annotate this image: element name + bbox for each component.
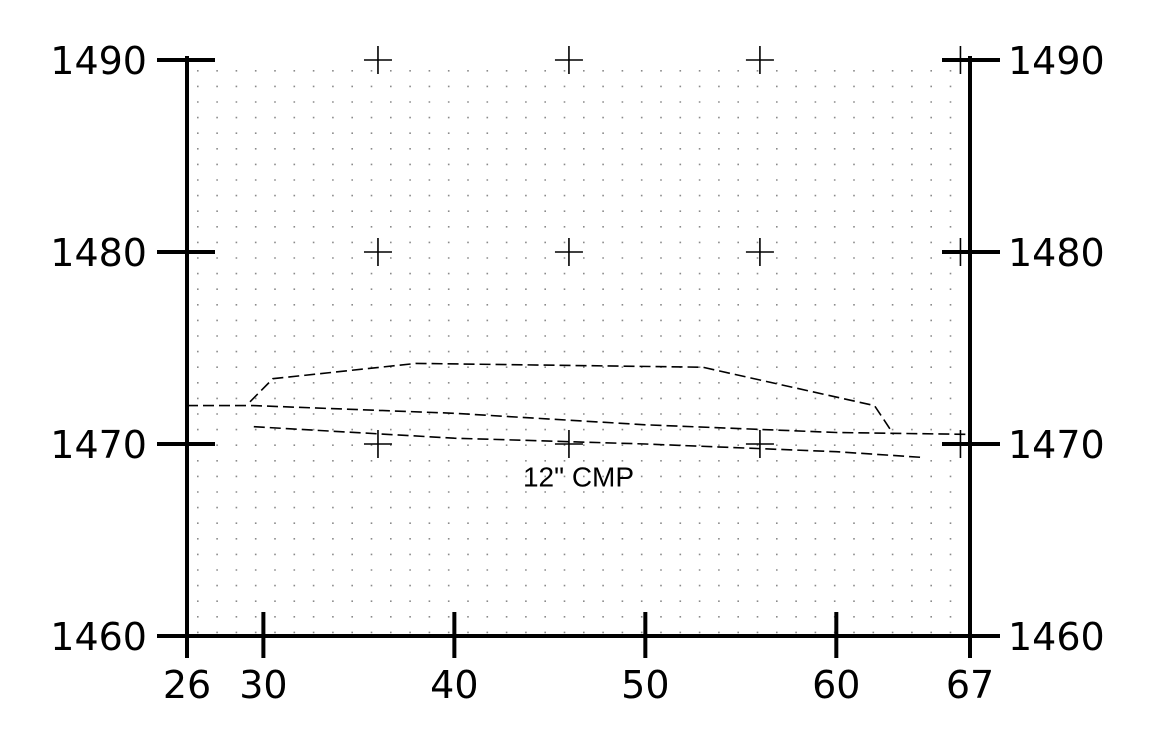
y-tick-label-left: 1470	[50, 423, 147, 467]
profile-lines	[187, 362, 971, 459]
tick-labels: 1460 1460 1470 1470 1480 1480 1490 1490 26 30 40 50…	[50, 39, 1104, 707]
plot-frame	[157, 56, 1000, 658]
dot-grid	[197, 70, 971, 634]
y-tick-label-right: 1490	[1008, 39, 1105, 83]
cross-mark	[554, 430, 583, 458]
y-tick-label-right: 1470	[1008, 423, 1105, 467]
cross-mark	[745, 238, 774, 266]
series-line	[253, 425, 923, 459]
cross-mark	[363, 46, 392, 74]
cross-mark	[745, 46, 774, 74]
pipe-label: 12" CMP	[523, 462, 634, 493]
y-tick-label-right: 1460	[1008, 615, 1105, 659]
cross-mark	[946, 238, 975, 266]
x-tick-label: 67	[946, 663, 994, 707]
cross-mark	[554, 238, 583, 266]
y-tick-label-left: 1490	[50, 39, 147, 83]
cross-mark	[363, 430, 392, 458]
x-tick-label: 60	[812, 663, 860, 707]
y-tick-label-left: 1480	[50, 231, 147, 275]
cross-mark	[363, 238, 392, 266]
cross-mark	[554, 46, 583, 74]
y-tick-label-left: 1460	[50, 615, 147, 659]
y-tick-label-right: 1480	[1008, 231, 1105, 275]
x-tick-label: 50	[621, 663, 669, 707]
cross-mark	[745, 430, 774, 458]
series-line	[249, 362, 895, 435]
grid-dots	[197, 70, 971, 634]
x-tick-label: 26	[163, 663, 211, 707]
cross-mark	[946, 46, 975, 74]
annotations: 12" CMP	[523, 462, 634, 493]
series-line	[187, 404, 971, 436]
x-tick-label: 40	[430, 663, 478, 707]
grid-cross-marks	[363, 46, 975, 458]
x-tick-label: 30	[239, 663, 287, 707]
